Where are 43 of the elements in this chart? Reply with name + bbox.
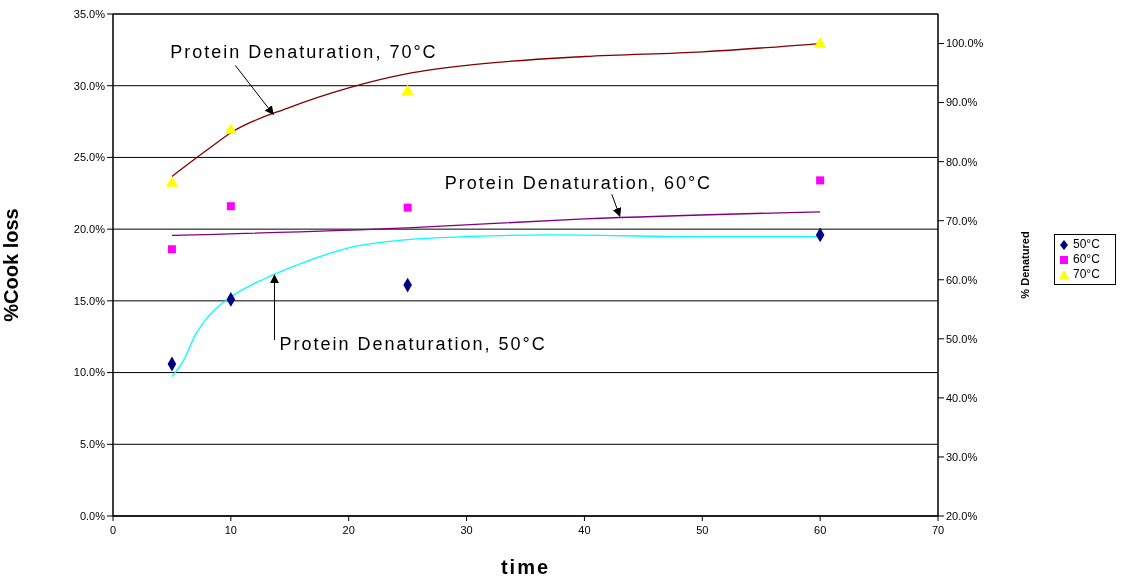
legend-label: 60°C [1073, 252, 1100, 267]
point [165, 176, 179, 187]
legend-label: 50°C [1073, 237, 1100, 252]
x-tick-label: 40 [578, 524, 591, 536]
annotation: Protein Denaturation, 50°C [279, 334, 547, 355]
point [167, 245, 176, 254]
x-axis-title: time [500, 556, 551, 578]
annotation: Protein Denaturation, 60°C [444, 173, 713, 194]
y-tick-label: 30.0% [73, 79, 106, 92]
line-series [171, 211, 821, 237]
x-tick-label: 70 [931, 524, 945, 536]
y2-tick-label: 60.0% [946, 273, 978, 286]
y2-tick-label: 70.0% [946, 214, 978, 227]
y2-tick-label: 30.0% [946, 450, 978, 463]
y-tick-label: 0.0% [79, 509, 106, 522]
y2-tick-label: 50.0% [946, 332, 978, 345]
y2-tick-label: 90.0% [946, 96, 978, 109]
point [814, 37, 827, 48]
annotation: Protein Denaturation, 70°C [170, 42, 438, 63]
point [401, 84, 414, 95]
legend-label: 70°C [1073, 267, 1100, 282]
y2-tick-label: 20.0% [946, 509, 978, 522]
point [403, 203, 412, 212]
y-tick-label: 35.0% [73, 7, 106, 20]
x-tick-label: 20 [342, 524, 355, 536]
x-tick-label: 60 [814, 524, 827, 536]
point [816, 176, 825, 185]
y-tick-label: 15.0% [73, 294, 106, 307]
x-tick-label: 0 [109, 524, 117, 536]
y2-axis-title: % Denatured [1018, 231, 1031, 299]
y-tick-label: 5.0% [79, 438, 106, 451]
y-tick-label: 20.0% [73, 223, 106, 236]
point [226, 202, 235, 211]
x-tick-label: 30 [460, 524, 473, 536]
point [224, 123, 237, 134]
x-tick-label: 50 [696, 524, 709, 536]
y-axis-title: %Cook loss [0, 208, 23, 322]
x-tick-label: 10 [224, 524, 237, 536]
y2-tick-label: 40.0% [946, 391, 978, 404]
y2-tick-label: 80.0% [946, 155, 978, 168]
y-tick-label: 25.0% [73, 151, 106, 164]
y-tick-label: 10.0% [73, 366, 106, 379]
y2-tick-label: 100.0% [946, 37, 984, 50]
